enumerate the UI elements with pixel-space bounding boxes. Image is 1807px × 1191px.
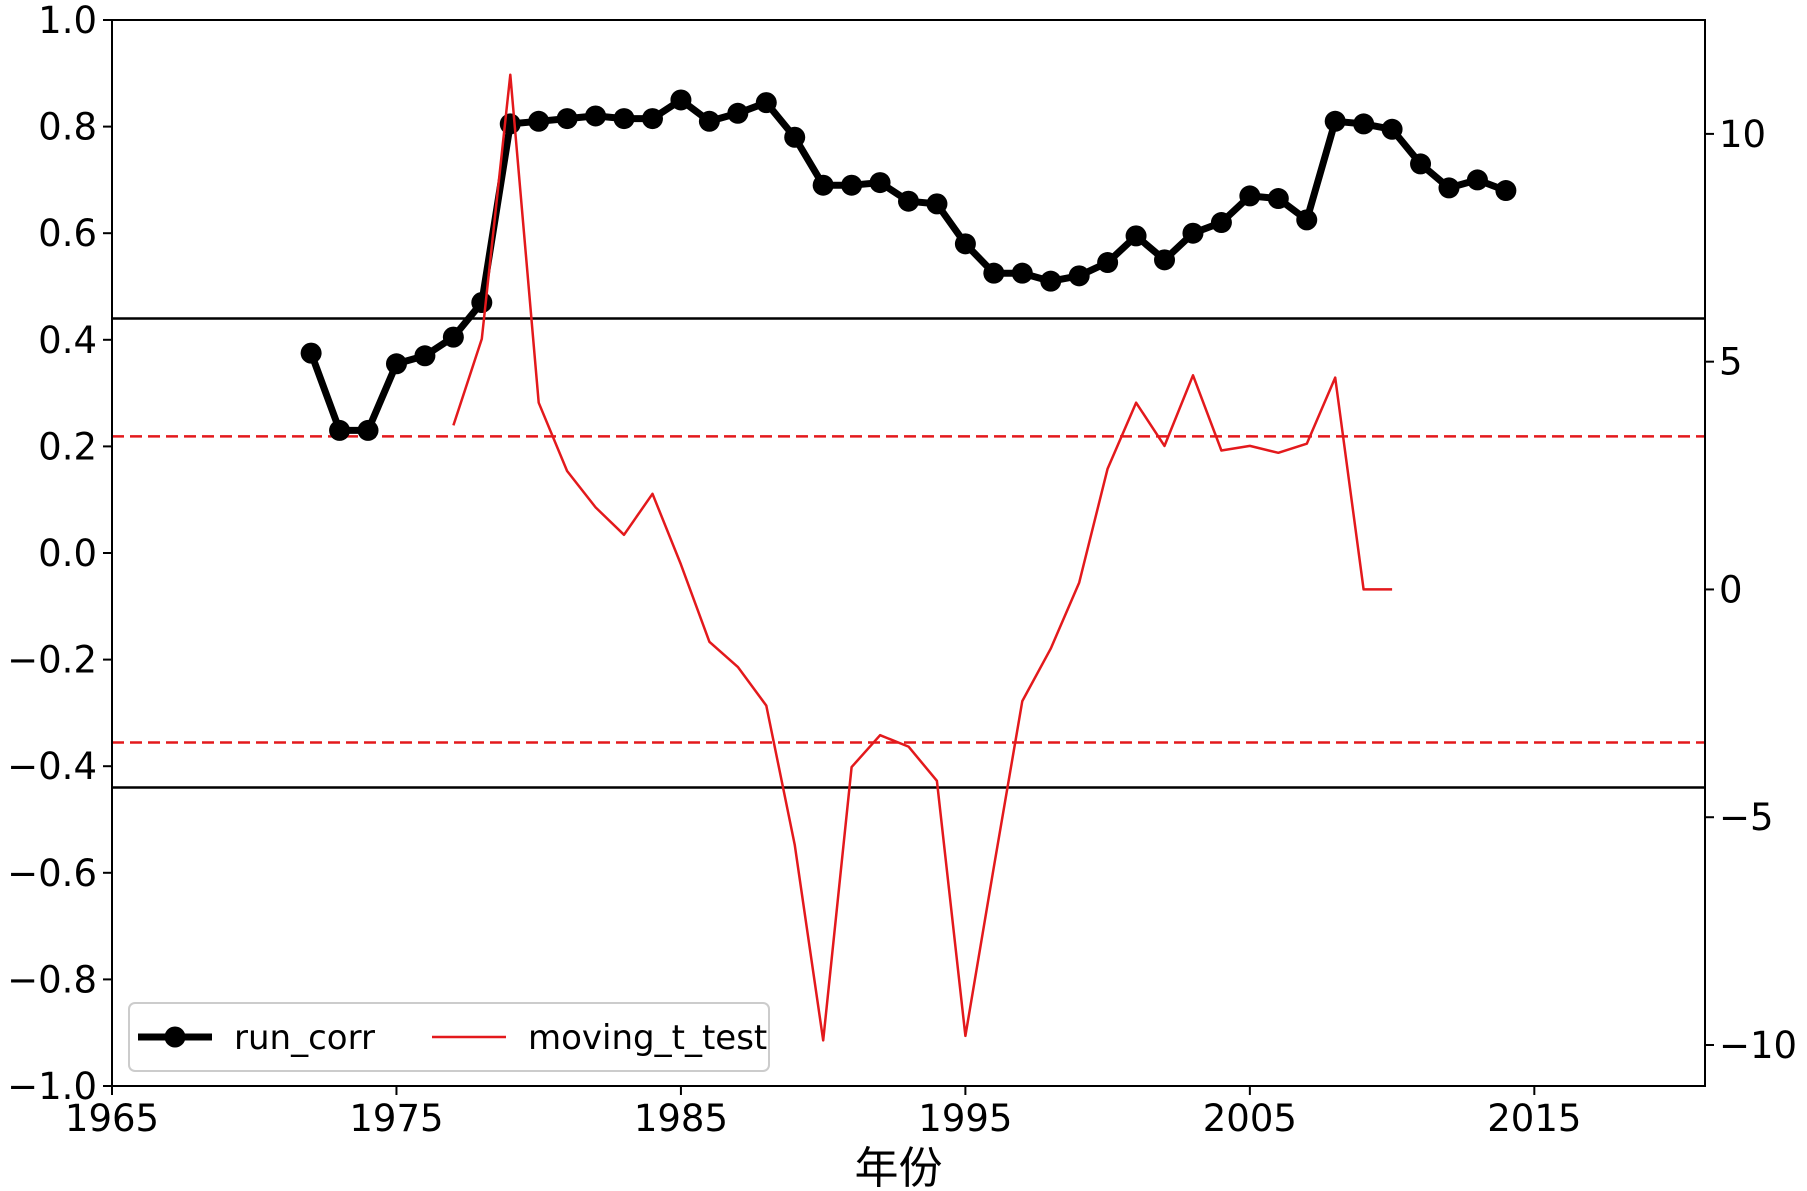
- y-left-tick-label: −0.2: [7, 639, 97, 682]
- point-run_corr-2005: [1239, 185, 1261, 207]
- point-run_corr-2014: [1495, 180, 1517, 202]
- point-run_corr-2003: [1182, 222, 1204, 244]
- point-run_corr-2001: [1125, 225, 1147, 247]
- point-run_corr-1993: [898, 190, 919, 212]
- point-run_corr-1992: [869, 172, 891, 194]
- x-axis-title: 年份: [855, 1143, 943, 1191]
- point-run_corr-2002: [1154, 249, 1176, 271]
- point-run_corr-1976: [414, 345, 436, 367]
- point-run_corr-1997: [1011, 262, 1033, 284]
- point-run_corr-1995: [954, 233, 976, 255]
- y-left-tick-label: −0.6: [7, 852, 97, 895]
- y-right-tick-label: 0: [1719, 568, 1743, 611]
- point-run_corr-1972: [300, 342, 322, 364]
- point-run_corr-1974: [357, 419, 379, 441]
- point-run_corr-2011: [1410, 153, 1432, 175]
- y-left-tick-label: 0.8: [38, 106, 97, 149]
- point-run_corr-2006: [1267, 188, 1289, 210]
- point-run_corr-2000: [1097, 252, 1119, 274]
- y-right-tick-label: 5: [1719, 341, 1743, 384]
- x-tick-label-1965: 1965: [65, 1097, 159, 1140]
- x-tick-label-1975: 1975: [349, 1097, 443, 1140]
- x-tick-label-1995: 1995: [918, 1097, 1012, 1140]
- point-run_corr-1977: [442, 326, 464, 348]
- legend-label-moving_t_test: moving_t_test: [528, 1018, 767, 1058]
- y-right-axis-ticks: 10 5 0 −5 −10: [1705, 113, 1797, 1067]
- y-left-axis-ticks: 1.0 0.8 0.6 0.4 0.2 0.0 −0.2 −0.4 −0.6 −0.8 −1.0: [7, 0, 112, 1108]
- y-left-tick-label: −1.0: [7, 1065, 97, 1108]
- series-line-moving_t_test: [452, 73, 1393, 1042]
- y-right-tick-label: 10: [1719, 113, 1766, 156]
- point-run_corr-1978: [471, 291, 493, 313]
- legend-label-run_corr: run_corr: [234, 1018, 375, 1058]
- point-run_corr-1996: [983, 262, 1005, 284]
- y-left-tick-label: 1.0: [38, 0, 97, 42]
- x-tick-label-2015: 2015: [1487, 1097, 1581, 1140]
- point-run_corr-2008: [1324, 110, 1346, 132]
- point-run_corr-2012: [1438, 177, 1460, 199]
- point-run_corr-2004: [1210, 212, 1232, 234]
- reference-lines: [112, 317, 1705, 789]
- x-tick-label-1985: 1985: [634, 1097, 728, 1140]
- point-run_corr-1999: [1068, 265, 1090, 287]
- point-run_corr-1980: [528, 110, 550, 132]
- y-right-tick-label: −10: [1719, 1024, 1797, 1067]
- point-run_corr-1987: [727, 102, 749, 124]
- series-layer: [300, 73, 1517, 1042]
- point-run_corr-1991: [841, 174, 863, 196]
- point-run_corr-2013: [1466, 169, 1488, 191]
- point-run_corr-1990: [812, 174, 834, 196]
- point-run_corr-1988: [755, 92, 777, 114]
- point-run_corr-1983: [613, 108, 635, 130]
- y-left-tick-label: −0.8: [7, 958, 97, 1001]
- y-right-tick-label: −5: [1719, 796, 1774, 839]
- point-run_corr-1998: [1040, 270, 1062, 292]
- point-run_corr-1982: [585, 105, 607, 127]
- point-run_corr-2010: [1381, 118, 1403, 140]
- y-left-tick-label: 0.0: [38, 532, 97, 575]
- legend-marker-run_corr: [164, 1026, 186, 1048]
- point-run_corr-2009: [1353, 113, 1375, 135]
- legend: run_corr moving_t_test: [128, 1002, 770, 1072]
- point-run_corr-1975: [385, 353, 407, 375]
- point-run_corr-1984: [641, 108, 663, 130]
- x-tick-label-2005: 2005: [1203, 1097, 1297, 1140]
- point-run_corr-1979: [499, 113, 521, 135]
- x-axis-ticks: 1965 1975 1985 1995 2005 2015: [65, 1086, 1581, 1140]
- point-run_corr-1973: [329, 419, 351, 441]
- point-run_corr-1986: [698, 110, 720, 132]
- point-run_corr-2007: [1296, 209, 1318, 231]
- y-left-tick-label: 0.6: [38, 212, 97, 255]
- y-left-tick-label: 0.2: [38, 425, 97, 468]
- y-left-tick-label: 0.4: [38, 319, 97, 362]
- point-run_corr-1989: [784, 126, 806, 148]
- point-run_corr-1985: [670, 89, 692, 111]
- point-run_corr-1994: [926, 193, 948, 215]
- point-run_corr-1981: [556, 108, 578, 130]
- y-left-tick-label: −0.4: [7, 745, 97, 788]
